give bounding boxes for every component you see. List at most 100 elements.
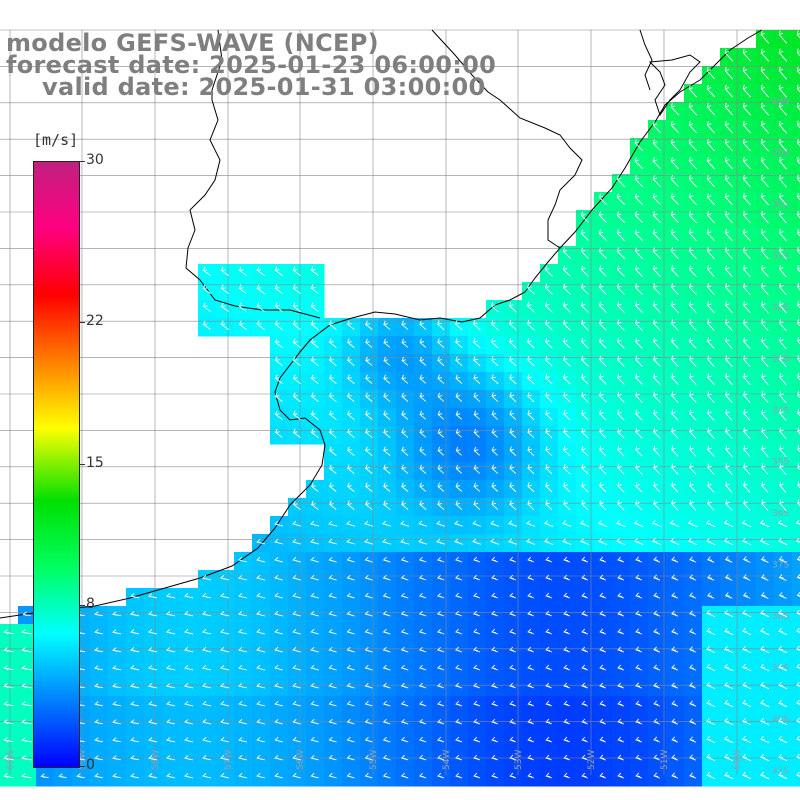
colorbar-unit: [m/s] xyxy=(33,131,79,149)
wind-arrow xyxy=(545,736,552,743)
wind-arrow xyxy=(706,771,716,780)
wind-arrow xyxy=(635,427,643,439)
wind-arrow xyxy=(563,772,570,779)
colorbar-tick xyxy=(79,604,85,606)
wind-arrow xyxy=(400,718,409,725)
wind-arrow xyxy=(580,373,589,385)
wind-arrow xyxy=(454,538,464,545)
wind-arrow xyxy=(742,592,751,599)
wind-arrow xyxy=(473,772,481,779)
wind-arrow xyxy=(689,409,697,421)
wind-arrow xyxy=(563,481,571,493)
wind-arrow xyxy=(491,682,499,689)
wind-arrow xyxy=(688,265,697,278)
wind-arrow xyxy=(760,174,769,188)
wind-arrow xyxy=(545,772,552,779)
wind-arrow xyxy=(166,665,176,671)
wind-arrow xyxy=(526,520,536,527)
wind-arrow xyxy=(796,246,800,255)
wind-arrow xyxy=(760,265,769,278)
wind-arrow xyxy=(382,736,391,743)
wind-arrow xyxy=(491,410,499,420)
wind-arrow xyxy=(797,373,800,381)
wind-arrow xyxy=(761,409,769,422)
wind-arrow xyxy=(562,301,571,313)
wind-arrow xyxy=(527,392,535,403)
wind-arrow xyxy=(544,538,554,545)
wind-arrow xyxy=(526,319,535,331)
wind-arrow xyxy=(346,446,355,457)
wind-arrow xyxy=(563,409,571,421)
wind-arrow xyxy=(706,157,715,170)
wind-arrow xyxy=(760,48,770,62)
wind-arrow xyxy=(21,629,32,635)
latitude-label: 32S xyxy=(772,303,789,313)
wind-arrow xyxy=(383,446,391,456)
wind-arrow xyxy=(634,319,643,331)
coastline-north xyxy=(639,29,653,91)
colorbar-tick-label: 8 xyxy=(86,595,95,612)
wind-arrow xyxy=(184,665,194,671)
wind-arrow xyxy=(130,611,140,617)
colorbar-tick xyxy=(79,161,85,162)
wind-arrow xyxy=(256,284,265,295)
longitude-label: 57W xyxy=(224,750,234,770)
wind-arrow xyxy=(635,592,643,599)
wind-arrow xyxy=(597,538,608,545)
wind-arrow xyxy=(364,736,373,743)
wind-arrow xyxy=(778,84,787,98)
wind-arrow xyxy=(238,302,247,313)
wind-arrow xyxy=(400,700,409,707)
wind-arrow xyxy=(148,647,158,653)
wind-arrow xyxy=(238,610,248,617)
wind-arrow xyxy=(635,463,643,475)
wind-arrow xyxy=(725,481,733,493)
wind-arrow xyxy=(526,538,536,545)
wind-arrow xyxy=(310,320,319,331)
wind-arrow xyxy=(760,717,770,726)
wind-arrow xyxy=(598,193,607,205)
wind-arrow xyxy=(598,337,607,349)
wind-arrow xyxy=(689,610,697,617)
wind-arrow xyxy=(635,772,643,779)
wind-arrow xyxy=(653,499,661,511)
wind-arrow xyxy=(562,355,571,367)
wind-arrow xyxy=(778,210,787,224)
wind-arrow xyxy=(688,102,698,116)
wind-arrow xyxy=(707,355,715,367)
wind-cell xyxy=(792,606,800,625)
wind-arrow xyxy=(238,718,247,725)
wind-cell xyxy=(792,156,800,175)
wind-arrow xyxy=(581,445,589,457)
wind-arrow xyxy=(364,700,373,707)
wind-arrow xyxy=(742,574,751,581)
wind-arrow xyxy=(21,683,32,689)
wind-arrow xyxy=(671,373,679,385)
wind-arrow xyxy=(670,103,680,116)
wind-arrow xyxy=(419,500,427,510)
wind-arrow xyxy=(328,320,337,331)
wind-arrow xyxy=(706,717,716,726)
wind-arrow xyxy=(328,556,337,563)
wind-arrow xyxy=(653,592,661,599)
wind-arrow xyxy=(796,192,800,201)
wind-arrow xyxy=(761,391,769,404)
wind-arrow xyxy=(509,628,517,635)
wind-arrow xyxy=(707,337,715,350)
wind-arrow xyxy=(166,683,176,689)
wind-arrow xyxy=(671,736,679,743)
wind-arrow xyxy=(382,610,391,617)
wind-arrow xyxy=(688,229,697,242)
wind-arrow xyxy=(562,319,571,331)
wind-arrow xyxy=(346,736,355,743)
wind-arrow xyxy=(310,610,319,617)
wind-arrow xyxy=(651,538,662,546)
latitude-label: 38S xyxy=(772,612,789,622)
wind-arrow xyxy=(436,520,446,527)
wind-arrow xyxy=(274,664,284,671)
wind-arrow xyxy=(706,574,715,581)
wind-arrow xyxy=(652,283,661,295)
wind-arrow xyxy=(724,175,733,188)
wind-arrow xyxy=(292,700,301,707)
wind-arrow xyxy=(617,610,625,617)
